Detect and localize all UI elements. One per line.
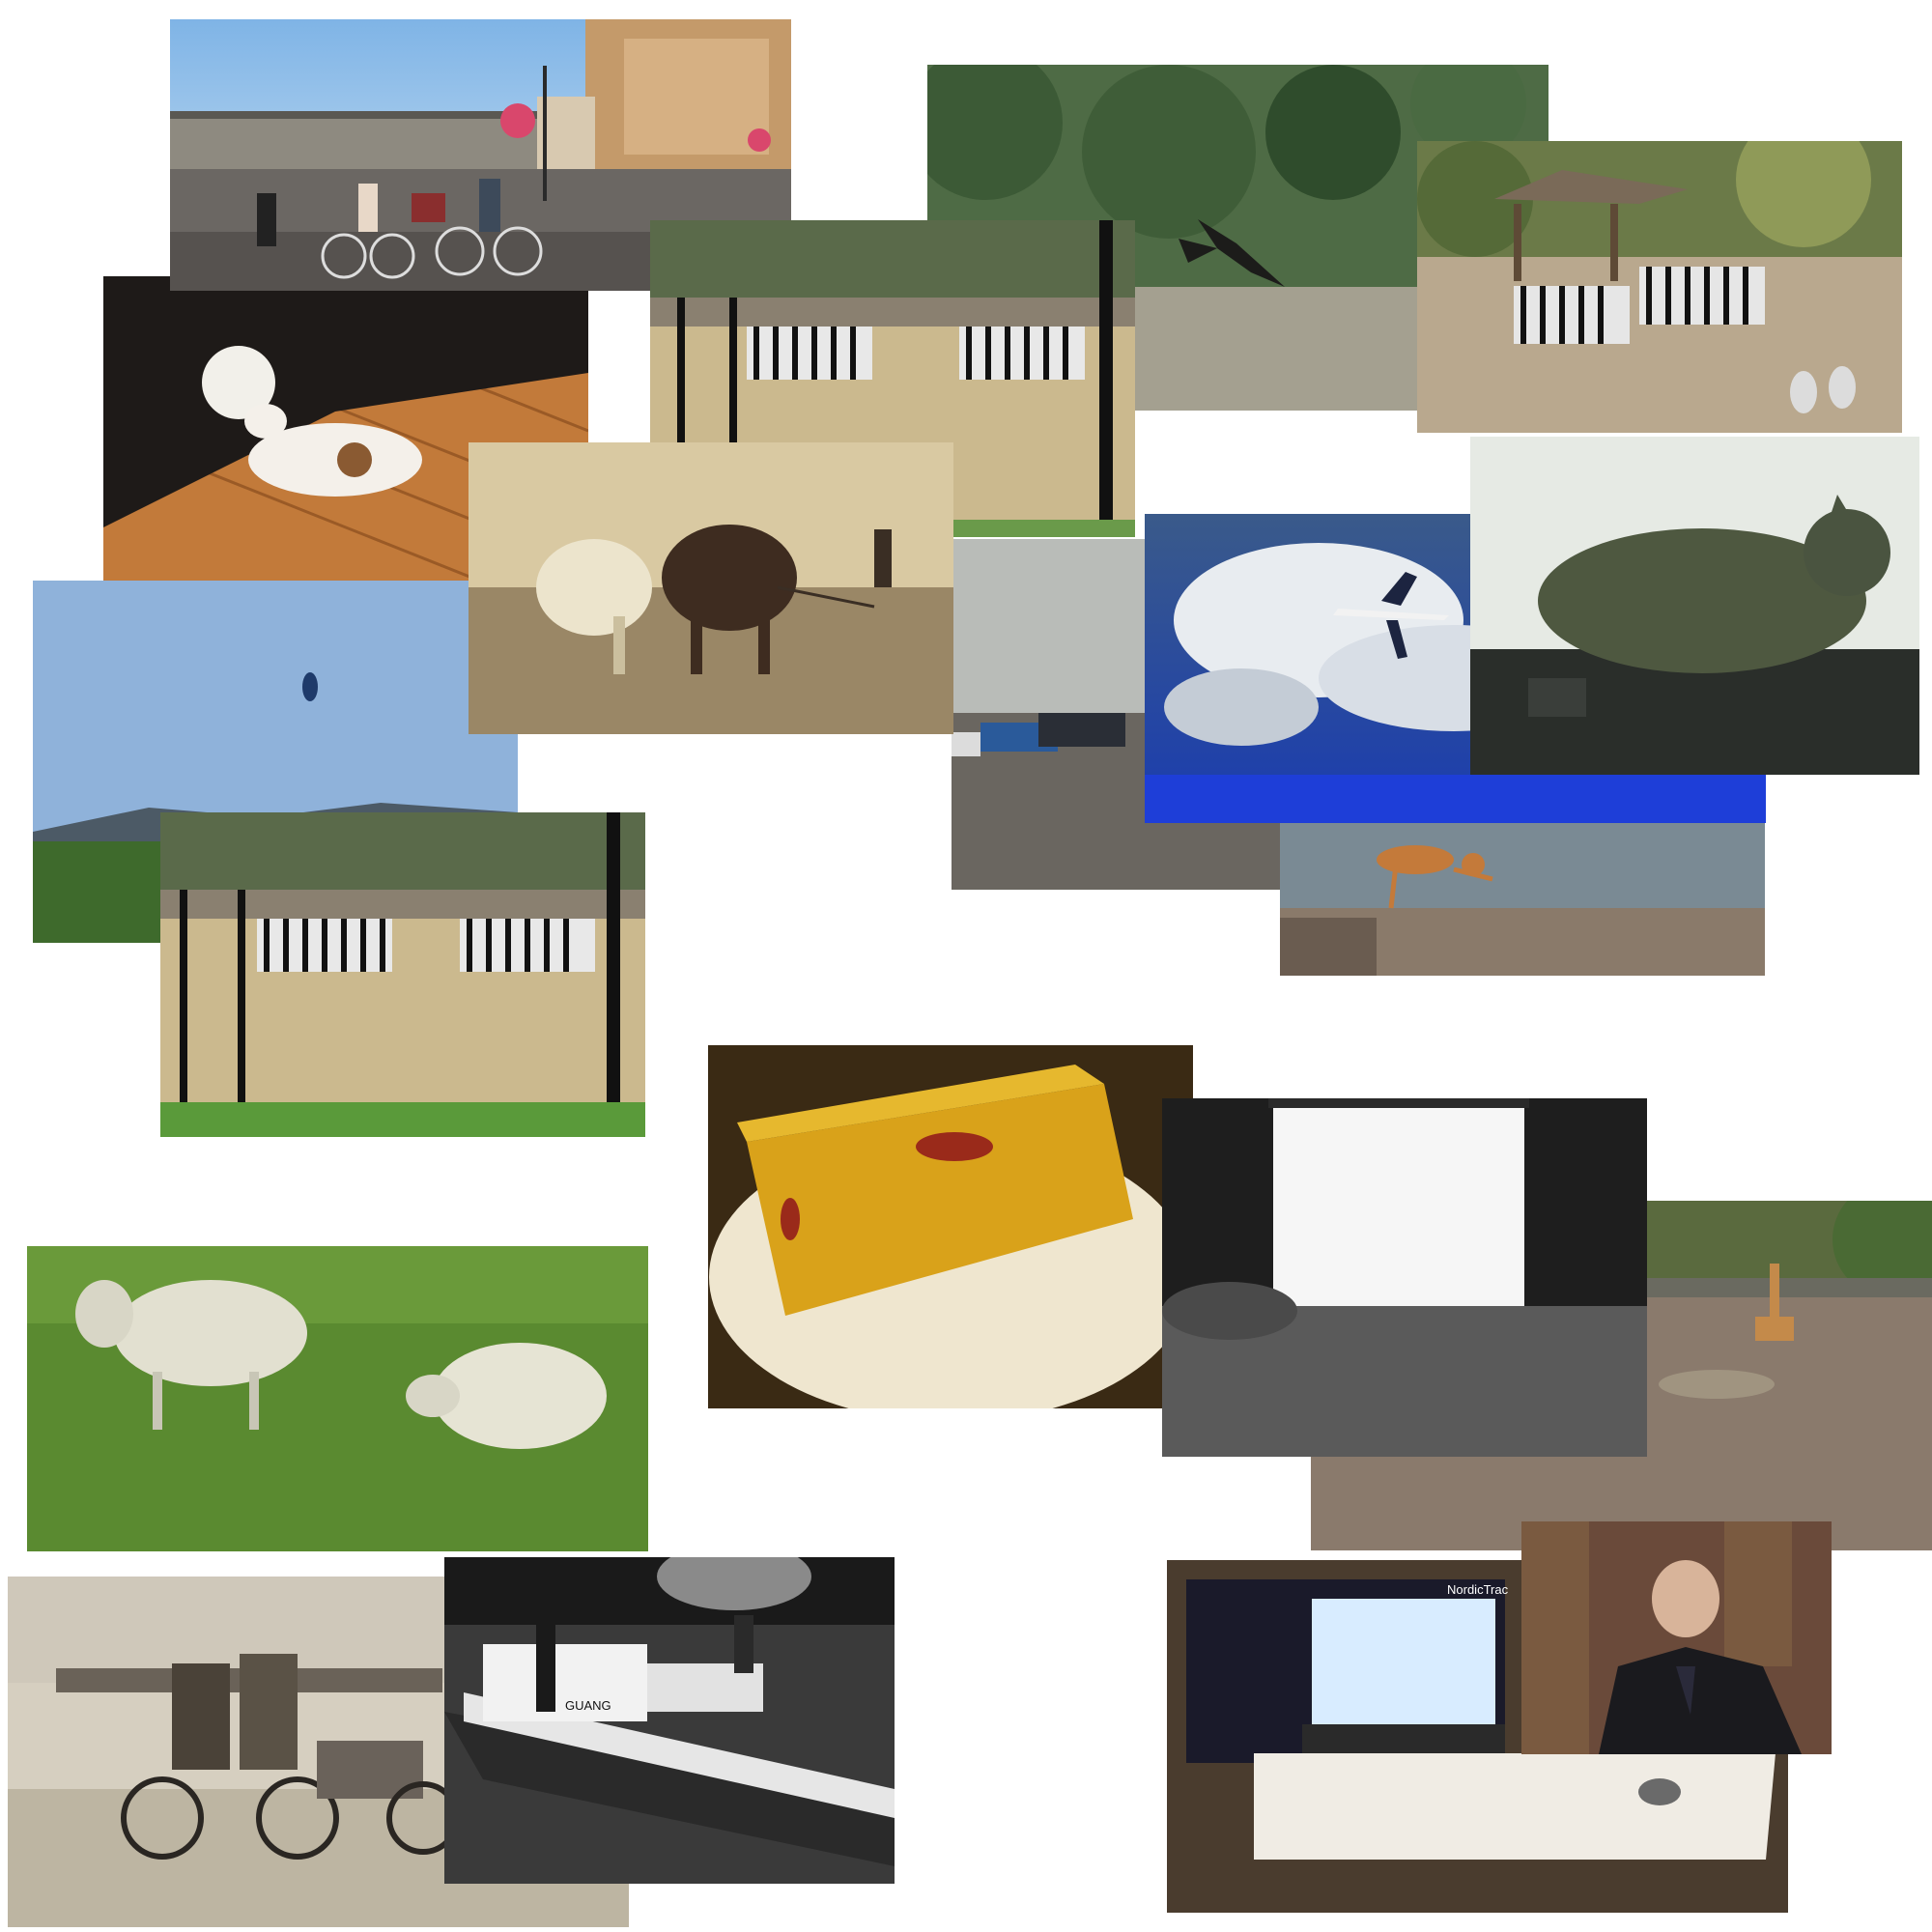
photo-jelly-cake	[708, 1045, 1193, 1408]
photo-zebras-zoo	[1417, 141, 1902, 433]
photo-zebras-fence-bottom	[160, 812, 645, 1137]
photo-sheep-grass	[27, 1246, 648, 1551]
photo-dog-seawall	[1280, 821, 1765, 976]
boat-name-label: GUANG	[565, 1698, 611, 1713]
photo-horses-plow-sepia	[469, 442, 953, 734]
treadmill-brand-label: NordicTrac	[1447, 1582, 1509, 1597]
photo-dog-cake	[103, 276, 588, 600]
photo-bedroom-window	[1162, 1098, 1647, 1457]
photo-laptop-treadmill: NordicTrac	[1167, 1560, 1788, 1913]
photo-man-webcam	[1521, 1521, 1832, 1754]
photo-cat-dashboard	[1470, 437, 1919, 775]
photo-men-on-boat: GUANG	[444, 1557, 895, 1884]
photo-cyclists-town-square	[170, 19, 791, 291]
